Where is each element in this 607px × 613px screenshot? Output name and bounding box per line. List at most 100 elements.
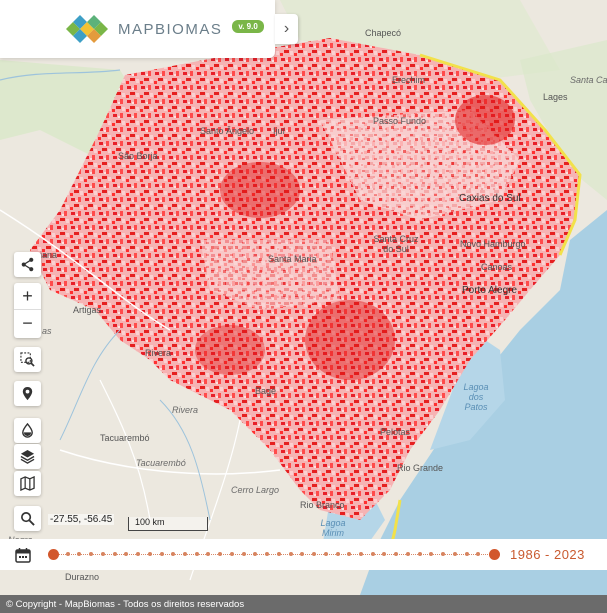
place-label: Santo Ângelo bbox=[200, 126, 255, 136]
calendar-button[interactable] bbox=[0, 539, 46, 570]
scale-label: 100 km bbox=[135, 517, 165, 527]
coordinates-readout: -27.55, -56.45 bbox=[48, 514, 115, 525]
share-icon bbox=[21, 257, 34, 272]
place-label: Lagoa dos Patos bbox=[463, 382, 489, 412]
place-label: Pelotas bbox=[380, 427, 411, 437]
place-label: Porto Alegre bbox=[462, 285, 518, 296]
year-tick bbox=[382, 552, 387, 556]
zoom-in-button[interactable]: + bbox=[14, 283, 41, 310]
year-tick bbox=[417, 552, 422, 556]
layers-icon bbox=[20, 449, 35, 464]
plus-icon: + bbox=[22, 285, 33, 306]
year-tick bbox=[288, 552, 293, 556]
year-tick bbox=[312, 552, 317, 556]
year-tick bbox=[229, 552, 234, 556]
chevron-right-icon: › bbox=[283, 20, 290, 37]
place-label: São Borja bbox=[118, 151, 158, 161]
place-label: Lagoa Mirim bbox=[320, 518, 346, 538]
search-button[interactable] bbox=[14, 506, 41, 531]
place-label: Santa Cruz do Sul bbox=[373, 234, 419, 254]
place-label: as bbox=[42, 326, 52, 336]
year-tick bbox=[265, 552, 270, 556]
year-tick bbox=[89, 552, 94, 556]
water-drop-icon bbox=[22, 423, 33, 438]
place-label: iana bbox=[40, 250, 58, 260]
place-label: Santa Ca bbox=[570, 75, 607, 85]
year-tick bbox=[206, 552, 211, 556]
expand-panel-button[interactable]: › bbox=[275, 14, 298, 44]
place-label: Erechim bbox=[392, 75, 426, 85]
year-tick bbox=[136, 552, 141, 556]
zoom-out-button[interactable]: − bbox=[14, 310, 41, 337]
brand-name: MAPBIOMAS bbox=[118, 20, 223, 38]
year-tick bbox=[159, 552, 164, 556]
scale-bar: 100 km bbox=[128, 517, 208, 531]
footer: © Copyright - MapBiomas - Todos os direi… bbox=[0, 595, 607, 613]
area-search-button[interactable] bbox=[14, 347, 41, 372]
year-range-slider[interactable] bbox=[46, 539, 500, 570]
year-tick bbox=[464, 552, 469, 556]
water-layer-button[interactable] bbox=[14, 418, 41, 443]
year-tick bbox=[323, 552, 328, 556]
year-tick bbox=[218, 552, 223, 556]
year-tick bbox=[370, 552, 375, 556]
timeline-bar: 1986 - 2023 bbox=[0, 539, 607, 570]
year-tick bbox=[253, 552, 258, 556]
year-tick bbox=[276, 552, 281, 556]
place-label: Canoas bbox=[481, 262, 513, 272]
share-button[interactable] bbox=[14, 252, 41, 277]
place-label: Passo Fundo bbox=[373, 116, 427, 126]
slider-track bbox=[54, 554, 494, 555]
place-label: Tacuarembó bbox=[136, 458, 186, 468]
area-search-icon bbox=[20, 352, 35, 367]
calendar-icon bbox=[15, 547, 31, 563]
version-badge: v. 9.0 bbox=[232, 19, 264, 33]
year-range-label: 1986 - 2023 bbox=[510, 547, 585, 562]
year-tick bbox=[358, 552, 363, 556]
year-tick bbox=[429, 552, 434, 556]
place-label: Cerro Largo bbox=[231, 485, 280, 495]
search-icon bbox=[21, 512, 35, 526]
year-tick bbox=[241, 552, 246, 556]
year-tick bbox=[441, 552, 446, 556]
place-label: Rio Grande bbox=[397, 463, 444, 473]
place-label: Rio Branco bbox=[300, 500, 345, 510]
year-tick bbox=[300, 552, 305, 556]
year-tick bbox=[65, 552, 70, 556]
year-tick bbox=[394, 552, 399, 556]
map-icon bbox=[20, 476, 35, 491]
place-label: Santa Maria bbox=[268, 254, 317, 264]
year-tick bbox=[100, 552, 105, 556]
year-tick bbox=[112, 552, 117, 556]
copyright-text: © Copyright - MapBiomas - Todos os direi… bbox=[6, 598, 245, 610]
place-label: Caxias do Sul bbox=[459, 193, 521, 204]
year-tick bbox=[124, 552, 129, 556]
year-tick bbox=[194, 552, 199, 556]
year-tick bbox=[77, 552, 82, 556]
place-label: Chapecó bbox=[365, 28, 402, 38]
place-label: Novo Hamburgo bbox=[460, 239, 526, 249]
map-graphics bbox=[0, 0, 607, 595]
slider-end-handle[interactable] bbox=[489, 549, 500, 560]
year-tick bbox=[405, 552, 410, 556]
place-label: Durazno bbox=[65, 572, 100, 582]
basemap-button[interactable] bbox=[14, 471, 41, 496]
year-tick bbox=[452, 552, 457, 556]
year-tick bbox=[347, 552, 352, 556]
mapbiomas-logo bbox=[66, 15, 108, 43]
place-label: Lages bbox=[543, 92, 568, 102]
zoom-control: + − bbox=[14, 283, 41, 338]
place-label: Bagé bbox=[255, 386, 277, 396]
place-label: Tacuarembó bbox=[100, 433, 150, 443]
layers-button[interactable] bbox=[14, 444, 41, 469]
slider-start-handle[interactable] bbox=[48, 549, 59, 560]
year-tick bbox=[171, 552, 176, 556]
pin-button[interactable] bbox=[14, 381, 41, 406]
place-label: Ijuí bbox=[273, 126, 286, 136]
year-tick bbox=[183, 552, 188, 556]
place-label: Rivera bbox=[145, 348, 172, 358]
place-label: Rivera bbox=[172, 405, 199, 415]
year-tick bbox=[147, 552, 152, 556]
place-label: Artigas bbox=[73, 305, 102, 315]
map-canvas[interactable]: Chapecó Erechim Santa Ca Lages Santo Âng… bbox=[0, 0, 607, 595]
